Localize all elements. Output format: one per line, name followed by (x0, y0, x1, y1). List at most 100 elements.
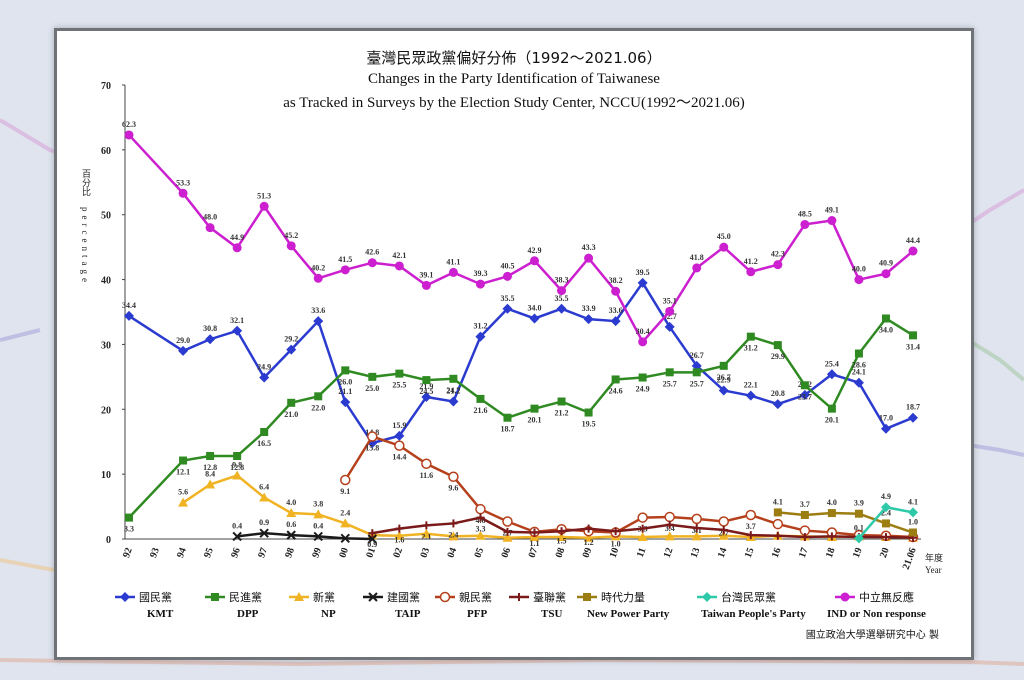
data-label-ind-or-non-response: 42.3 (771, 250, 785, 259)
data-label-kmt: 15.9 (392, 421, 406, 430)
data-point-taiwan-people-s-party (908, 507, 918, 518)
data-point-tsu (665, 520, 674, 529)
data-point-ind-or-non-response (421, 280, 431, 290)
data-point-tsu (692, 523, 701, 532)
data-label-dpp: 29.9 (771, 352, 785, 361)
data-point-dpp (422, 376, 431, 385)
data-point-kmt (529, 313, 540, 324)
data-label-ind-or-non-response: 41.1 (446, 257, 460, 266)
data-label-ind-or-non-response: 40.5 (500, 261, 514, 270)
data-point-np (286, 508, 297, 518)
x-tick-label: 93 (148, 546, 162, 559)
x-tick-label: 13 (689, 546, 703, 559)
data-point-ind-or-non-response (232, 243, 242, 253)
data-point-np (178, 497, 189, 507)
data-point-ind-or-non-response (367, 258, 377, 268)
data-label-new-power-party: 2.4 (881, 508, 891, 517)
data-label-kmt: 25.4 (825, 359, 839, 368)
data-label-ind-or-non-response: 39.3 (473, 269, 487, 278)
data-label-kmt: 34.0 (528, 303, 542, 312)
data-label-kmt: 32.1 (230, 316, 244, 325)
data-label-ind-or-non-response: 42.9 (528, 246, 542, 255)
data-point-new-power-party (881, 519, 890, 528)
data-label-dpp: 26.7 (717, 373, 731, 382)
data-point-np (394, 530, 405, 540)
chart-frame: 臺灣民眾政黨偏好分佈（1992～2021.06） Changes in the … (54, 28, 974, 660)
y-tick-label: 70 (101, 81, 111, 92)
data-point-ind-or-non-response (286, 241, 296, 251)
data-point-ind-or-non-response (800, 219, 810, 229)
legend-label-cn-taiwan-people-s-party: 台灣民眾黨 (721, 590, 776, 604)
x-tick-label: 21.06 (901, 546, 919, 571)
data-point-dpp (314, 392, 323, 401)
data-label-pfp: 11.6 (420, 471, 434, 480)
y-tick-label: 50 (101, 211, 111, 222)
data-point-tsu (773, 531, 782, 540)
x-tick-label: 02 (391, 546, 405, 559)
data-label-pfp: 9.6 (448, 484, 458, 493)
data-label-dpp: 24.6 (609, 386, 623, 395)
data-point-dpp (719, 361, 728, 370)
data-label-ind-or-non-response: 35.1 (663, 296, 677, 305)
data-point-pfp (745, 509, 757, 521)
data-point-ind-or-non-response (394, 261, 404, 271)
data-point-tsu (611, 527, 620, 536)
data-label-dpp: 21.2 (555, 409, 569, 418)
data-point-tsu (503, 527, 512, 536)
x-tick-label: 10 (608, 546, 622, 559)
legend-label-cn-taip: 建國黨 (387, 590, 420, 604)
data-point-tsu (557, 527, 566, 536)
data-point-kmt (880, 423, 891, 434)
data-label-taip: 0.9 (259, 518, 269, 527)
legend-label-en-np: NP (321, 608, 336, 620)
data-label-dpp: 25.7 (690, 379, 704, 388)
data-point-ind-or-non-response (313, 273, 323, 283)
y-axis-label-en: percentage (80, 207, 90, 286)
data-point-kmt (421, 391, 432, 402)
data-point-kmt (340, 397, 351, 408)
y-tick-label: 0 (106, 535, 111, 546)
data-point-ind-or-non-response (881, 269, 891, 279)
data-label-kmt: 33.6 (311, 306, 325, 315)
data-label-ind-or-non-response: 41.5 (338, 255, 352, 264)
data-label-kmt: 35.5 (500, 294, 514, 303)
data-label-kmt: 33.9 (582, 304, 596, 313)
series-line-pfp (344, 435, 914, 539)
data-label-ind-or-non-response: 49.1 (825, 206, 839, 215)
data-point-dpp (206, 451, 215, 460)
data-point-new-power-party (800, 511, 809, 520)
data-point-taip (313, 531, 323, 542)
data-point-np (475, 530, 486, 540)
data-point-kmt (205, 334, 216, 345)
data-label-ind-or-non-response: 40.0 (852, 265, 866, 274)
data-label-dpp: 24.5 (419, 387, 433, 396)
legend-label-cn-pfp: 親民黨 (459, 590, 492, 604)
data-point-np (502, 532, 513, 542)
data-point-ind-or-non-response (205, 223, 215, 233)
data-point-kmt (313, 316, 324, 327)
legend-label-cn-tsu: 臺聯黨 (533, 590, 566, 604)
legend-marker-ind-or-non-response (840, 592, 850, 602)
legend-label-en-new-power-party: New Power Party (587, 608, 670, 620)
data-point-new-power-party (773, 508, 782, 517)
legend-label-cn-np: 新黨 (313, 590, 335, 604)
data-point-dpp (503, 413, 512, 422)
data-point-ind-or-non-response (340, 265, 350, 275)
data-point-tsu (395, 524, 404, 533)
legend-label-en-tsu: TSU (541, 608, 562, 620)
data-label-taiwan-people-s-party: 4.9 (881, 492, 891, 501)
data-point-dpp (746, 332, 755, 341)
data-label-ind-or-non-response: 40.2 (311, 263, 325, 272)
data-label-np: 4.0 (286, 498, 296, 507)
data-point-np (340, 518, 351, 528)
data-label-dpp: 25.5 (392, 381, 406, 390)
data-point-taip (259, 528, 269, 538)
data-label-kmt: 32.7 (663, 312, 677, 321)
data-point-ind-or-non-response (746, 267, 756, 277)
legend-label-cn-dpp: 民進黨 (229, 590, 262, 604)
data-point-ind-or-non-response (178, 188, 188, 198)
series-line-new-power-party (777, 511, 914, 534)
data-point-np (583, 532, 594, 542)
data-label-dpp: 12.8 (230, 463, 244, 472)
data-label-kmt: 31.2 (473, 322, 487, 331)
